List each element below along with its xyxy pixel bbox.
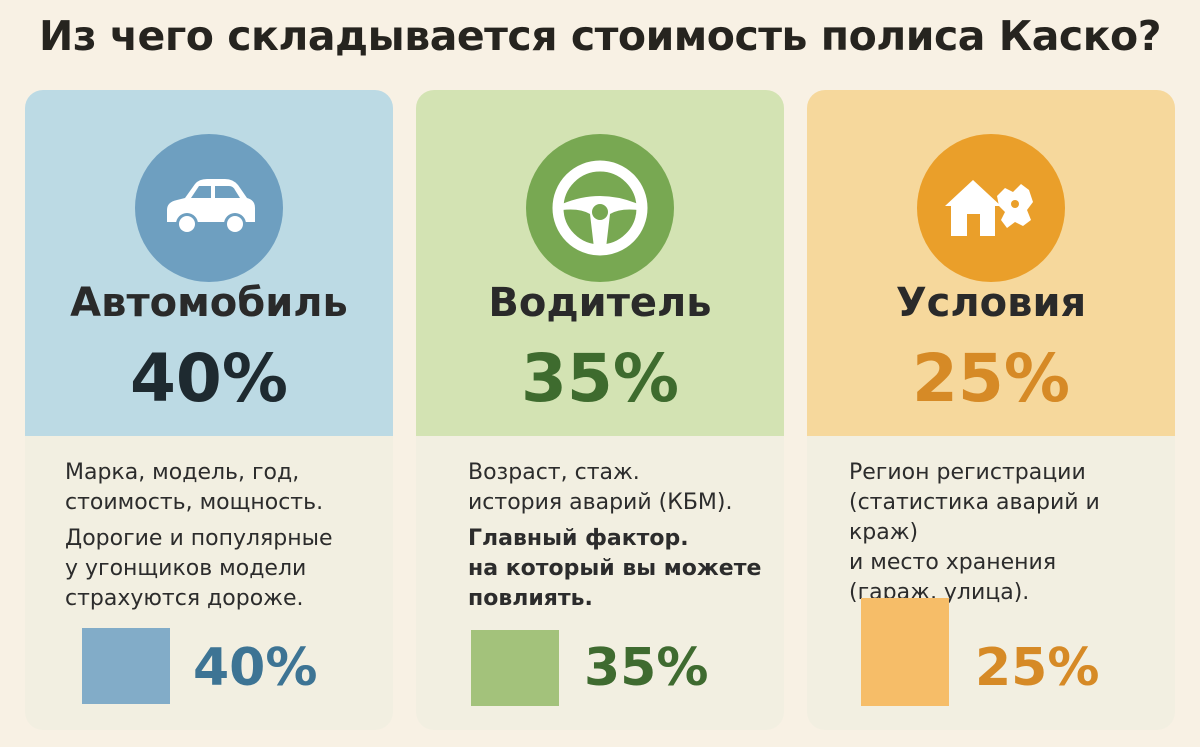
desc-line: история аварий (КБМ). [468,490,733,515]
category-title: Условия [895,280,1087,326]
share-percent-small: 35% [584,638,709,698]
category-title: Водитель [488,280,712,326]
share-percent-small: 25% [975,638,1100,698]
factor-description: Марка, модель, год, стоимость, мощность.… [65,458,375,614]
desc-line: и место хранения [849,550,1057,575]
desc-line: Регион регистрации [849,460,1086,485]
desc-line: Марка, модель, год, [65,460,300,485]
page-title: Из чего складывается стоимость полиса Ка… [39,12,1162,60]
house-map-icon [917,134,1065,282]
desc-line: Возраст, стаж. [468,460,640,485]
share-percent-small: 40% [193,638,318,698]
share-percent: 35% [521,340,679,417]
desc-line: стоимость, мощность. [65,490,324,515]
car-icon [135,134,283,282]
card-body: Регион регистрации (статистика аварий и … [807,436,1175,730]
desc-line: на который вы можете [468,556,762,581]
factor-description: Возраст, стаж. история аварий (КБМ). Гла… [468,458,766,614]
share-swatch [82,628,170,704]
card-header: Водитель 35% [416,90,784,436]
factor-card-driver: Водитель 35% Возраст, стаж. история авар… [416,90,784,730]
card-header: Условия 25% [807,90,1175,436]
factor-card-car: Автомобиль 40% Марка, модель, год, стоим… [25,90,393,730]
desc-line: Главный фактор. [468,526,689,551]
desc-line: у угонщиков модели [65,556,307,581]
share-swatch [471,630,559,706]
desc-line: Дорогие и популярные [65,526,333,551]
steering-wheel-icon [526,134,674,282]
category-title: Автомобиль [70,280,348,326]
desc-line: повлиять. [468,586,593,611]
share-percent: 40% [130,340,288,417]
share-percent: 25% [912,340,1070,417]
desc-line: страхуются дороже. [65,586,304,611]
share-swatch [861,598,949,706]
card-header: Автомобиль 40% [25,90,393,436]
factor-card-conditions: Условия 25% Регион регистрации (статисти… [807,90,1175,730]
factor-description: Регион регистрации (статистика аварий и … [849,458,1157,608]
desc-line: (статистика аварий и краж) [849,490,1100,545]
